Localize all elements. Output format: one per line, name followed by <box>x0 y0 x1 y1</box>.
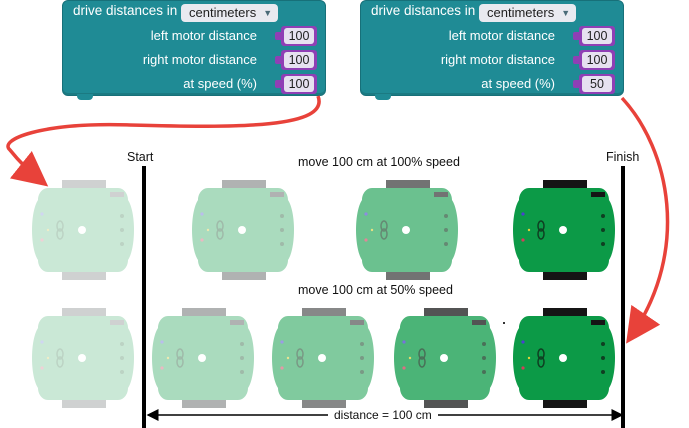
number-slot: 50 <box>573 74 615 94</box>
robot-row1-3 <box>356 178 458 282</box>
drive-block-1[interactable]: drive distances in centimeters ▼ left mo… <box>62 0 326 100</box>
speed-value[interactable]: 100 <box>284 76 314 92</box>
speed-label: at speed (%) <box>183 76 257 91</box>
distance-label: distance = 100 cm <box>334 408 432 422</box>
number-slot: 100 <box>275 50 317 70</box>
left-motor-row: left motor distance 100 <box>361 25 623 47</box>
robot-row1-4 <box>513 178 615 282</box>
row1-caption: move 100 cm at 100% speed <box>298 155 460 169</box>
block-title: drive distances in <box>73 3 178 18</box>
robot-row2-5 <box>513 306 615 410</box>
drive-block-2[interactable]: drive distances in centimeters ▼ left mo… <box>360 0 624 100</box>
block-title: drive distances in <box>371 3 476 18</box>
chevron-down-icon: ▼ <box>263 8 273 18</box>
chevron-down-icon: ▼ <box>561 8 571 18</box>
unit-dropdown[interactable]: centimeters ▼ <box>181 4 279 22</box>
number-slot: 100 <box>275 26 317 46</box>
right-red-arrow <box>620 96 670 344</box>
right-motor-value[interactable]: 100 <box>582 52 612 68</box>
right-motor-row: right motor distance 100 <box>63 49 325 71</box>
speed-value[interactable]: 50 <box>582 76 612 92</box>
right-motor-row: right motor distance 100 <box>361 49 623 71</box>
finish-line <box>621 166 625 428</box>
speed-row: at speed (%) 50 <box>361 73 623 95</box>
speed-label: at speed (%) <box>481 76 555 91</box>
unit-dropdown[interactable]: centimeters ▼ <box>479 4 577 22</box>
right-motor-label: right motor distance <box>440 52 555 67</box>
robot-row2-2 <box>152 306 254 410</box>
block-notch <box>77 94 93 100</box>
number-slot: 100 <box>573 26 615 46</box>
robot-row2-3 <box>272 306 374 410</box>
left-motor-value[interactable]: 100 <box>284 28 314 44</box>
finish-label: Finish <box>606 150 640 164</box>
unit-value: centimeters <box>487 5 555 20</box>
right-motor-value[interactable]: 100 <box>284 52 314 68</box>
right-motor-label: right motor distance <box>142 52 257 67</box>
number-slot: 100 <box>573 50 615 70</box>
number-slot: 100 <box>275 74 317 94</box>
robot-row2-1 <box>32 306 134 410</box>
left-motor-row: left motor distance 100 <box>63 25 325 47</box>
left-motor-label: left motor distance <box>150 28 257 43</box>
left-motor-label: left motor distance <box>448 28 555 43</box>
robot-row1-2 <box>192 178 294 282</box>
robot-row1-1 <box>32 178 134 282</box>
row2-caption: move 100 cm at 50% speed <box>298 283 453 297</box>
stray-dot <box>503 322 505 324</box>
start-line <box>142 166 146 428</box>
robot-row2-4 <box>394 306 496 410</box>
left-red-arrow <box>6 95 321 187</box>
speed-row: at speed (%) 100 <box>63 73 325 95</box>
left-motor-value[interactable]: 100 <box>582 28 612 44</box>
unit-value: centimeters <box>189 5 257 20</box>
start-label: Start <box>127 150 154 164</box>
block-notch <box>375 94 391 100</box>
